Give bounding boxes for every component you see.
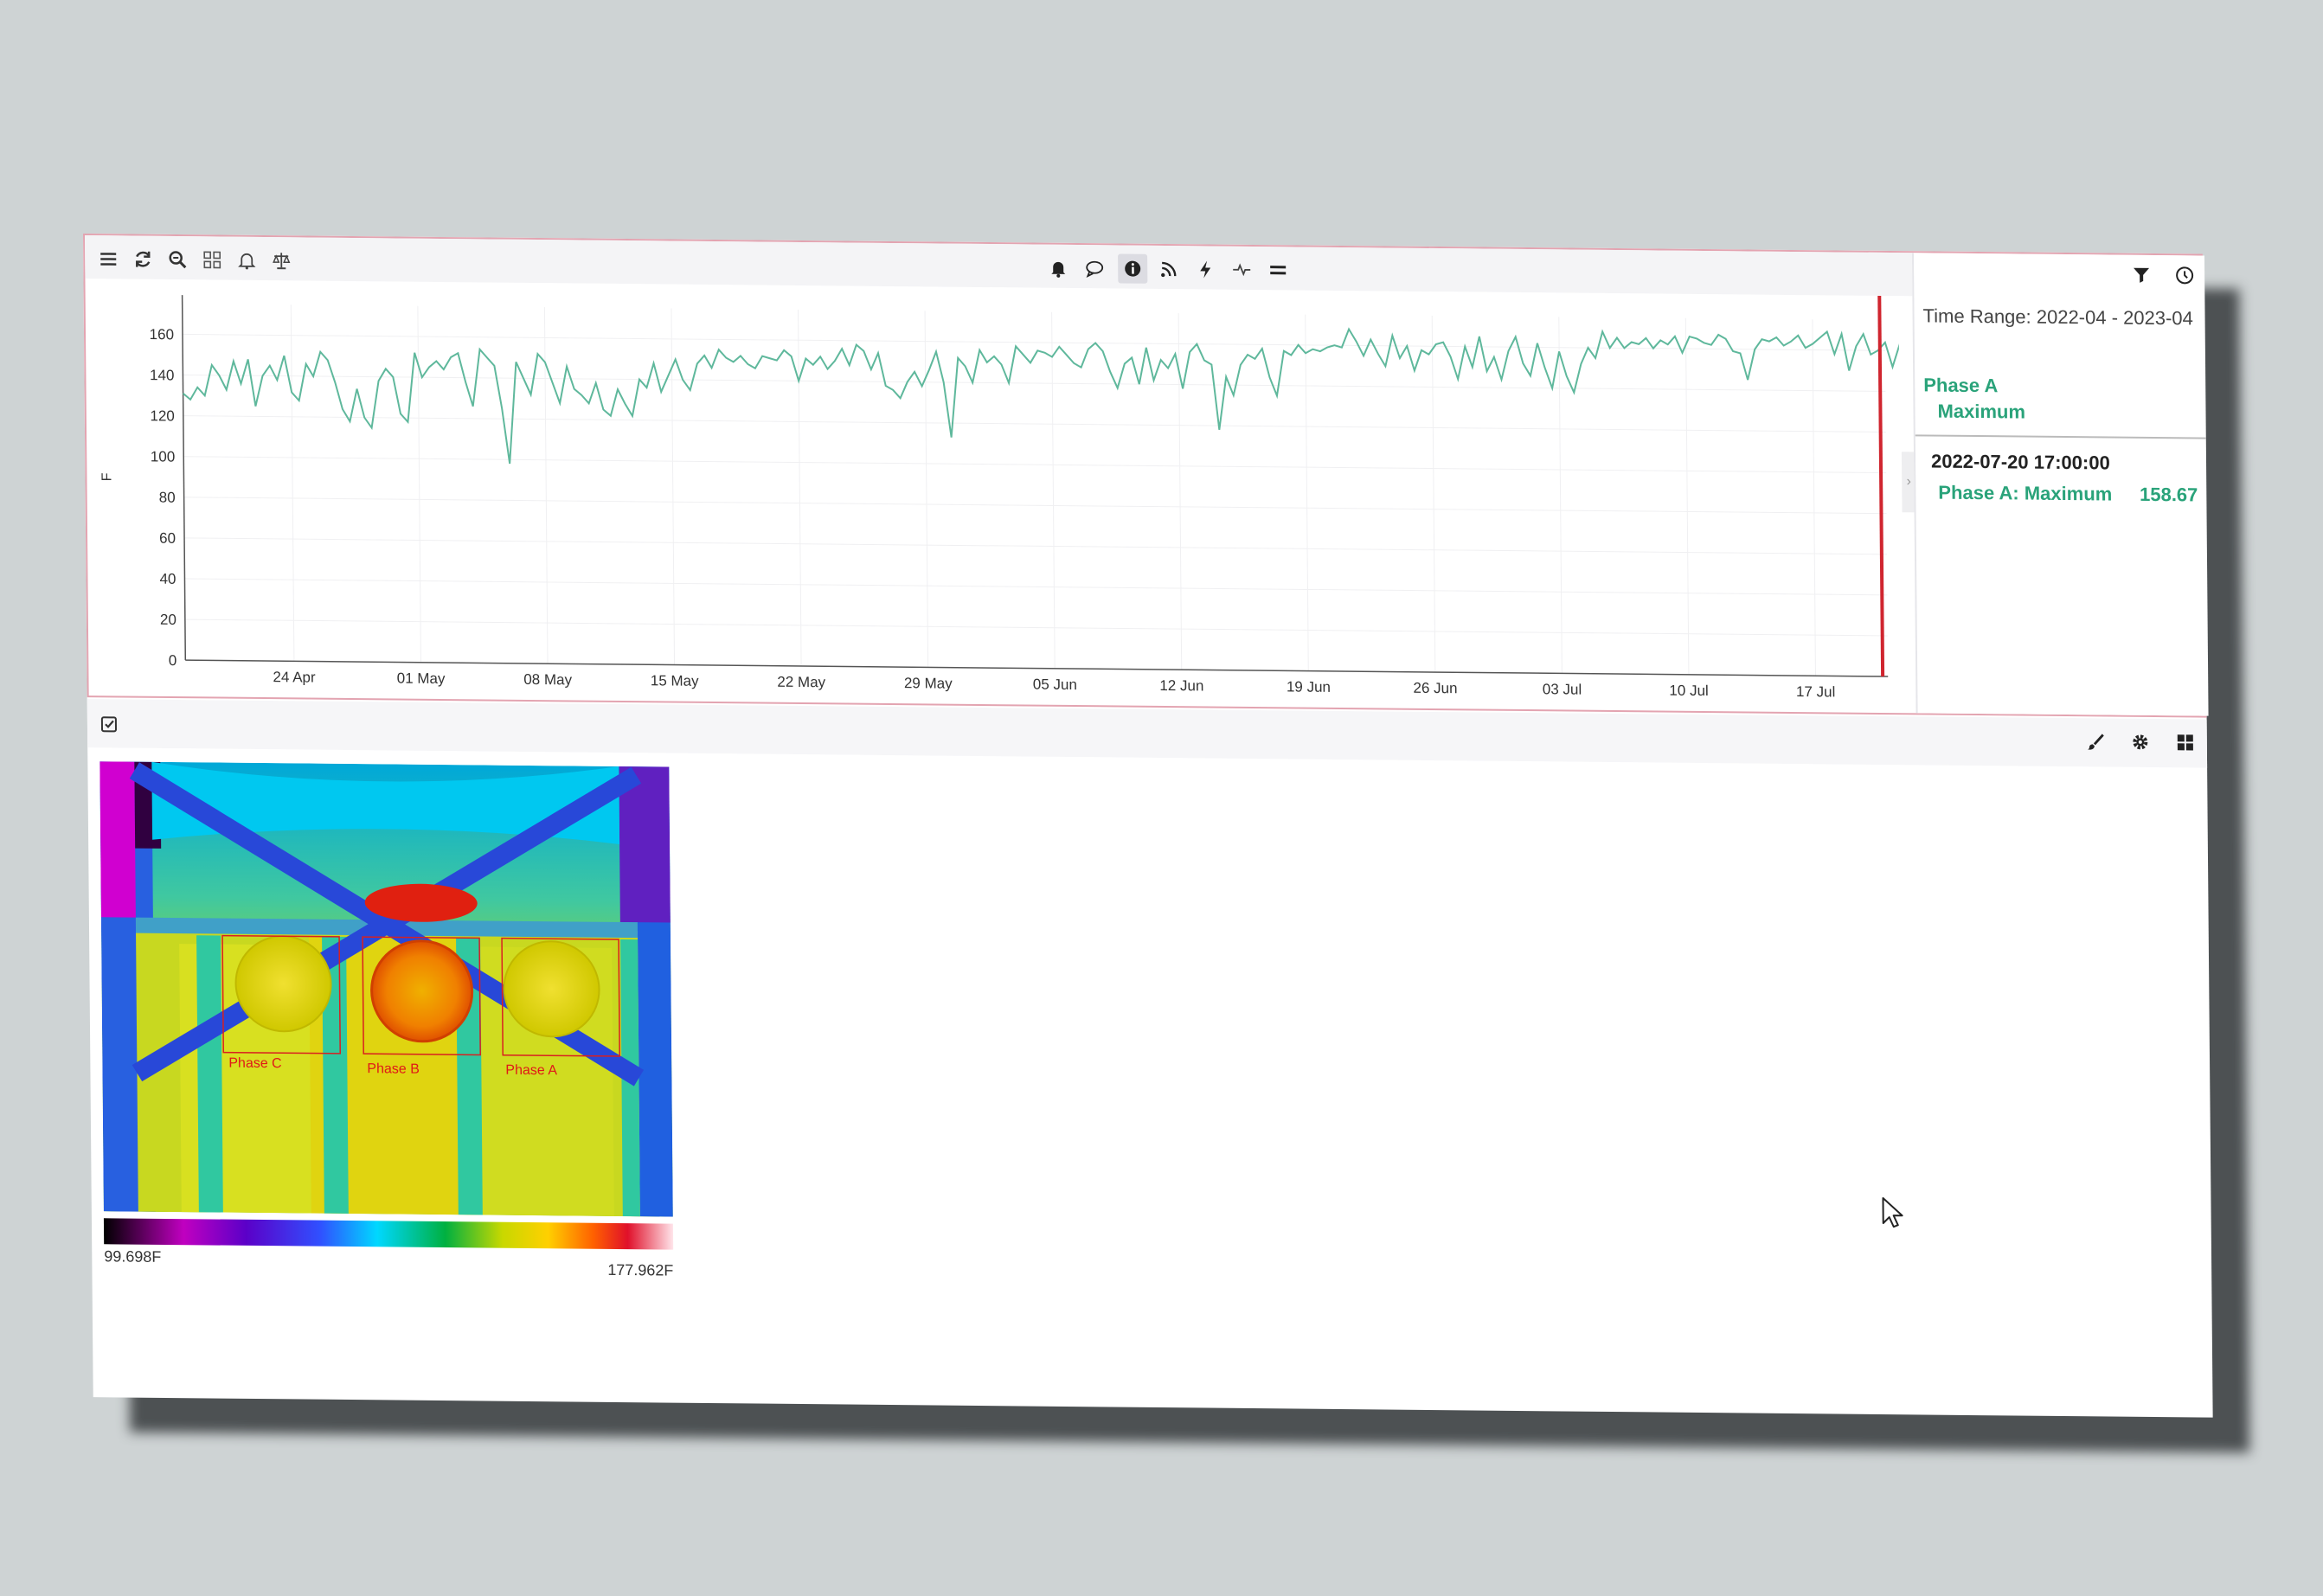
y-gridline: [182, 333, 1885, 351]
refresh-icon[interactable]: [130, 247, 156, 272]
scale-icon[interactable]: [268, 247, 294, 273]
grid-icon[interactable]: [199, 247, 225, 272]
tooltip-series-name: Phase A: Maximum: [1938, 481, 2113, 505]
settings-icon[interactable]: [2127, 729, 2153, 755]
y-tick-label: 40: [159, 571, 176, 587]
clock-icon[interactable]: [2172, 262, 2198, 288]
y-tick-label: 160: [150, 326, 175, 343]
y-tick-label: 60: [159, 530, 176, 547]
y-tick-label: 120: [150, 407, 175, 424]
x-gridline: [1812, 319, 1816, 676]
y-axis-line: [181, 295, 187, 661]
x-tick-labels: 24 Apr 01 May 08 May 15 May 22 May 29 May 05 J…: [273, 669, 1835, 700]
x-tick-label: 12 Jun: [1159, 677, 1203, 694]
lightning-icon[interactable]: [1192, 256, 1218, 282]
x-gridline: [797, 309, 802, 666]
x-gridline: [1305, 314, 1309, 671]
x-tick-label: 19 Jun: [1287, 678, 1331, 695]
x-gridline: [924, 311, 929, 668]
legend-series-name[interactable]: Phase A: [1923, 374, 1999, 397]
y-gridline: [184, 537, 1887, 555]
x-tick-label: 01 May: [397, 670, 446, 688]
x-tick-label: 26 Jun: [1413, 680, 1457, 696]
zoom-icon[interactable]: [164, 247, 190, 272]
time-range-label: Time Range: 2022-04 - 2023-04: [1922, 304, 2193, 330]
x-gridline: [290, 304, 295, 662]
menu-icon[interactable]: [95, 246, 121, 272]
colorbar-max-label: 177.962F: [607, 1260, 674, 1279]
x-tick-label: 05 Jun: [1033, 676, 1077, 693]
x-gridline: [1684, 317, 1690, 675]
region-label-phase-c: Phase C: [228, 1056, 282, 1072]
legend-statistic[interactable]: Maximum: [1937, 400, 2026, 423]
region-label-phase-a: Phase A: [505, 1063, 557, 1079]
y-gridline: [183, 375, 1886, 392]
app-window: F 0 20 40 60 80 100 120 140 160 24 Apr 01 May 08 M…: [83, 234, 2213, 1418]
x-tick-label: 08 May: [523, 671, 572, 689]
x-gridline: [543, 307, 549, 664]
grid-layout-icon[interactable]: [2172, 729, 2198, 755]
x-tick-label: 24 Apr: [273, 669, 316, 685]
y-gridline: [184, 578, 1888, 596]
x-gridline: [417, 305, 421, 663]
x-gridline: [1431, 315, 1436, 673]
y-axis-label: F: [99, 472, 114, 481]
x-tick-label: 10 Jul: [1669, 683, 1709, 699]
y-tick-labels: 0 20 40 60 80 100 120 140 160: [150, 326, 177, 669]
brush-icon[interactable]: [2082, 728, 2108, 754]
chart-gridlines: [182, 304, 1889, 677]
hover-cursor-line: [1877, 295, 1885, 677]
chart-axes: [181, 295, 1889, 677]
x-tick-label: 15 May: [651, 672, 699, 689]
image-toolbar: [87, 699, 2208, 768]
y-gridline: [183, 497, 1887, 515]
y-gridline: [183, 456, 1887, 474]
x-tick-label: 17 Jul: [1796, 683, 1836, 700]
pulse-icon[interactable]: [1229, 257, 1255, 283]
info-icon[interactable]: [1118, 253, 1148, 284]
region-label-phase-b: Phase B: [367, 1061, 420, 1077]
y-gridline: [184, 619, 1888, 637]
x-gridline: [1178, 313, 1183, 670]
checkbox-icon[interactable]: [96, 711, 122, 737]
y-tick-label: 140: [150, 367, 175, 383]
series-line-phase-a[interactable]: [182, 314, 1903, 478]
tooltip-value: 158.67: [2139, 483, 2198, 506]
colorbar-min-label: 99.698F: [104, 1247, 162, 1266]
legend-divider: [1915, 434, 2206, 439]
comment-icon[interactable]: [1081, 255, 1107, 281]
thermal-image[interactable]: Phase C Phase B Phase A: [99, 761, 673, 1217]
filter-icon[interactable]: [2128, 262, 2154, 288]
y-tick-label: 20: [160, 612, 176, 628]
rss-icon[interactable]: [1156, 256, 1182, 282]
x-gridline: [1051, 311, 1056, 669]
legend-panel: Time Range: 2022-04 - 2023-04 Phase A Ma…: [1911, 253, 2209, 716]
y-tick-label: 80: [159, 490, 176, 506]
chart-panel: F 0 20 40 60 80 100 120 140 160 24 Apr 01 May 08 M…: [83, 234, 2209, 718]
x-gridline: [1558, 317, 1563, 674]
y-tick-label: 100: [151, 448, 176, 465]
bell-icon[interactable]: [1045, 255, 1071, 281]
temperature-colorbar: [103, 1218, 674, 1250]
x-tick-label: 22 May: [777, 674, 825, 691]
tooltip-timestamp: 2022-07-20 17:00:00: [1930, 450, 2110, 474]
x-tick-label: 29 May: [904, 675, 953, 692]
chart-toolbar: [85, 235, 1913, 297]
x-axis-line: [185, 659, 1889, 677]
x-tick-label: 03 Jul: [1543, 681, 1582, 697]
y-gridline: [183, 415, 1886, 433]
y-tick-label: 0: [169, 652, 177, 669]
equals-icon[interactable]: [1265, 257, 1291, 283]
time-series-chart[interactable]: F 0 20 40 60 80 100 120 140 160 24 Apr 01 May 08 M…: [85, 279, 1903, 711]
bell-outline-icon[interactable]: [234, 247, 260, 273]
mouse-pointer-icon: [1882, 1197, 1903, 1228]
